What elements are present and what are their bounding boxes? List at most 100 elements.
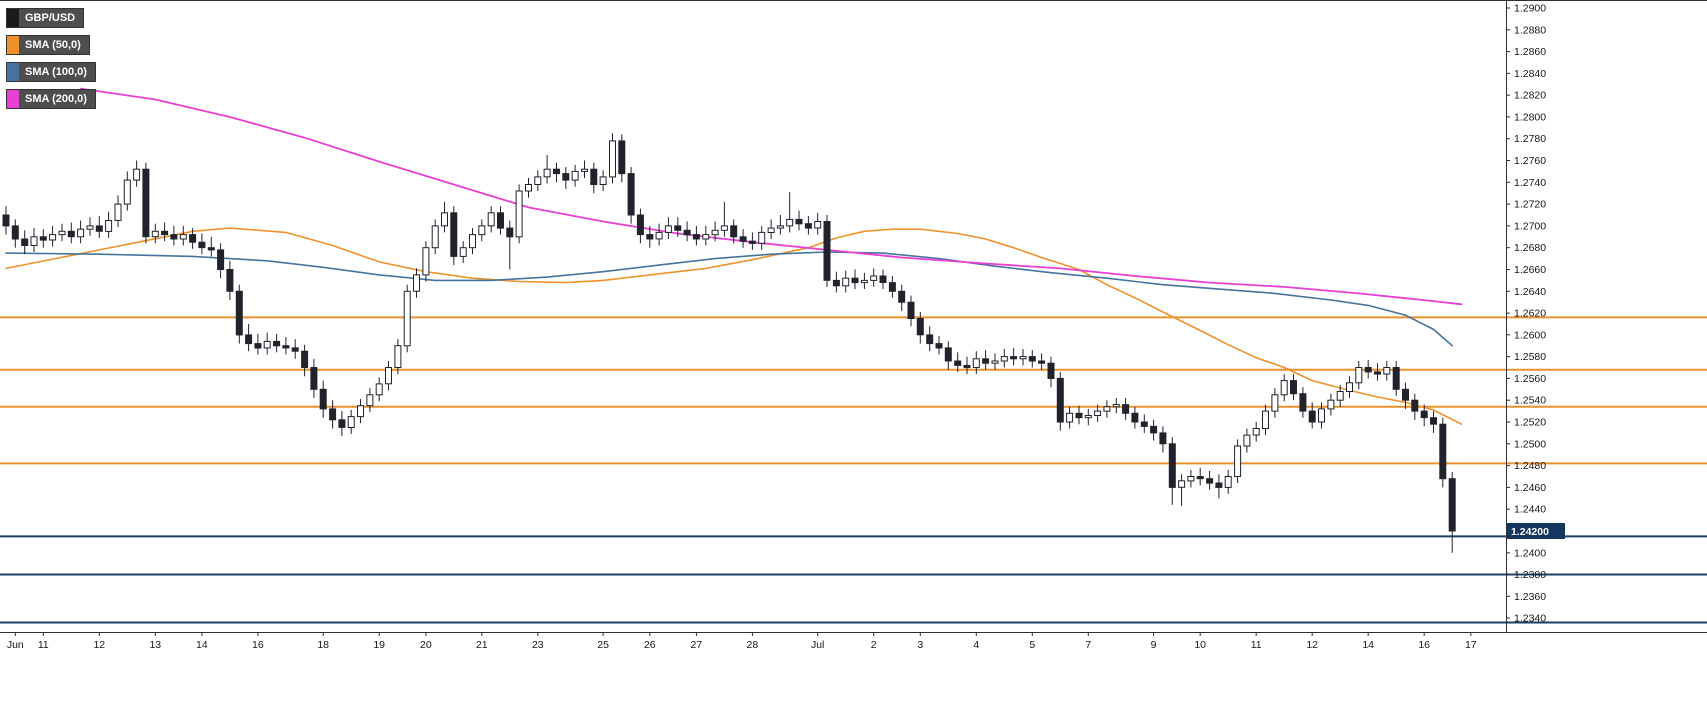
- sma-200-color-icon: [7, 90, 19, 108]
- candle: [972, 358, 980, 368]
- price-tick-label: 1.2480: [1514, 460, 1546, 472]
- price-tick-label: 1.2360: [1514, 591, 1546, 603]
- time-tick-label: 12: [1306, 639, 1318, 651]
- time-tick-label: 16: [1418, 639, 1430, 651]
- candle: [301, 350, 309, 369]
- candle: [235, 290, 243, 336]
- price-tick-label: 1.2720: [1514, 199, 1546, 211]
- candle: [1327, 399, 1335, 410]
- time-tick-label: 16: [252, 639, 264, 651]
- candle: [515, 190, 523, 238]
- candles-layer: [2, 133, 1456, 553]
- candle: [357, 405, 364, 418]
- price-tick-label: 1.2860: [1514, 46, 1546, 58]
- candle: [1234, 445, 1242, 477]
- time-tick-label: 14: [1362, 639, 1374, 651]
- time-tick-label: 11: [1251, 639, 1262, 651]
- price-tick-label: 1.2560: [1514, 373, 1546, 385]
- time-tick-label: 10: [1194, 639, 1206, 651]
- candle: [217, 249, 225, 270]
- candle: [1224, 476, 1232, 488]
- candle: [413, 274, 420, 292]
- candle: [926, 334, 934, 345]
- candle: [1355, 367, 1363, 384]
- candle: [170, 234, 178, 240]
- candle: [1140, 421, 1148, 427]
- symbol-badge[interactable]: GBP/USD: [6, 8, 85, 28]
- time-axis[interactable]: Jun 11 12 13 14 16 18 19 20 21 23 25 26 27 28 Jul 2 3 4 5 7 9…: [7, 632, 1477, 651]
- candle: [450, 212, 458, 257]
- price-tick-label: 1.2380: [1514, 569, 1546, 581]
- candle: [702, 234, 710, 240]
- legend-item-sma-200[interactable]: SMA (200,0): [6, 89, 96, 109]
- candle: [944, 347, 952, 362]
- candle: [730, 225, 738, 238]
- candle: [1374, 371, 1381, 375]
- sma-50-color-icon: [7, 36, 19, 54]
- candle: [11, 225, 19, 240]
- candle: [674, 225, 682, 231]
- candle: [776, 225, 784, 229]
- candle: [571, 170, 579, 181]
- price-tick-label: 1.2800: [1514, 111, 1546, 123]
- sma-50-line: [5, 227, 1463, 426]
- time-tick-label: 28: [747, 639, 759, 651]
- candle: [67, 230, 75, 238]
- price-tick-label: 1.2460: [1514, 482, 1546, 494]
- candle: [291, 347, 299, 352]
- candle: [795, 218, 803, 225]
- candle: [842, 277, 850, 287]
- candle: [142, 168, 150, 238]
- candle: [888, 282, 896, 292]
- candle: [487, 212, 495, 227]
- candle: [394, 345, 402, 369]
- candle: [1028, 356, 1036, 362]
- time-tick-label: 23: [532, 639, 544, 651]
- time-tick-label: 20: [420, 639, 432, 651]
- candle: [422, 247, 430, 276]
- price-tick-label: 1.2580: [1514, 351, 1546, 363]
- candle: [1252, 428, 1260, 436]
- price-tick-label: 1.2880: [1514, 24, 1546, 36]
- price-axis[interactable]: 1.2900 1.2880 1.2860 1.2840 1.2820 1.2800 1.27…: [1506, 3, 1546, 625]
- candle: [338, 419, 346, 428]
- candle: [161, 230, 169, 236]
- sma-100-color-icon: [7, 63, 19, 81]
- candle: [263, 340, 271, 349]
- candle: [189, 234, 197, 243]
- candle: [1271, 394, 1279, 412]
- candle: [21, 238, 29, 246]
- candle: [1420, 410, 1428, 419]
- sma-200-label: SMA (200,0): [25, 93, 87, 105]
- candle: [2, 214, 10, 227]
- price-tick-label: 1.2620: [1514, 308, 1546, 320]
- candle: [786, 218, 794, 227]
- candle: [609, 140, 616, 178]
- candle: [954, 360, 962, 366]
- candle: [319, 388, 327, 410]
- candle: [720, 225, 728, 231]
- candle: [478, 225, 486, 236]
- time-tick-label: 4: [973, 639, 979, 651]
- candle: [935, 343, 943, 349]
- time-tick-label: 13: [149, 639, 161, 651]
- time-tick-label: 2: [871, 639, 877, 651]
- current-price-badge-bg: [1507, 523, 1565, 539]
- price-tick-label: 1.2900: [1514, 3, 1546, 15]
- candle: [497, 212, 504, 229]
- current-price-badge: 1.24200: [1507, 523, 1565, 539]
- candle: [1103, 406, 1111, 412]
- candle: [1402, 388, 1409, 401]
- price-tick-label: 1.2640: [1514, 286, 1546, 298]
- candle: [646, 234, 654, 240]
- legend-item-sma-100[interactable]: SMA (100,0): [6, 62, 96, 82]
- candle: [245, 334, 253, 345]
- time-tick-label: 12: [93, 639, 105, 651]
- candle: [870, 275, 878, 281]
- candle: [105, 220, 113, 232]
- legend-item-sma-50[interactable]: SMA (50,0): [6, 35, 90, 55]
- candle: [226, 269, 234, 292]
- candle: [39, 236, 47, 241]
